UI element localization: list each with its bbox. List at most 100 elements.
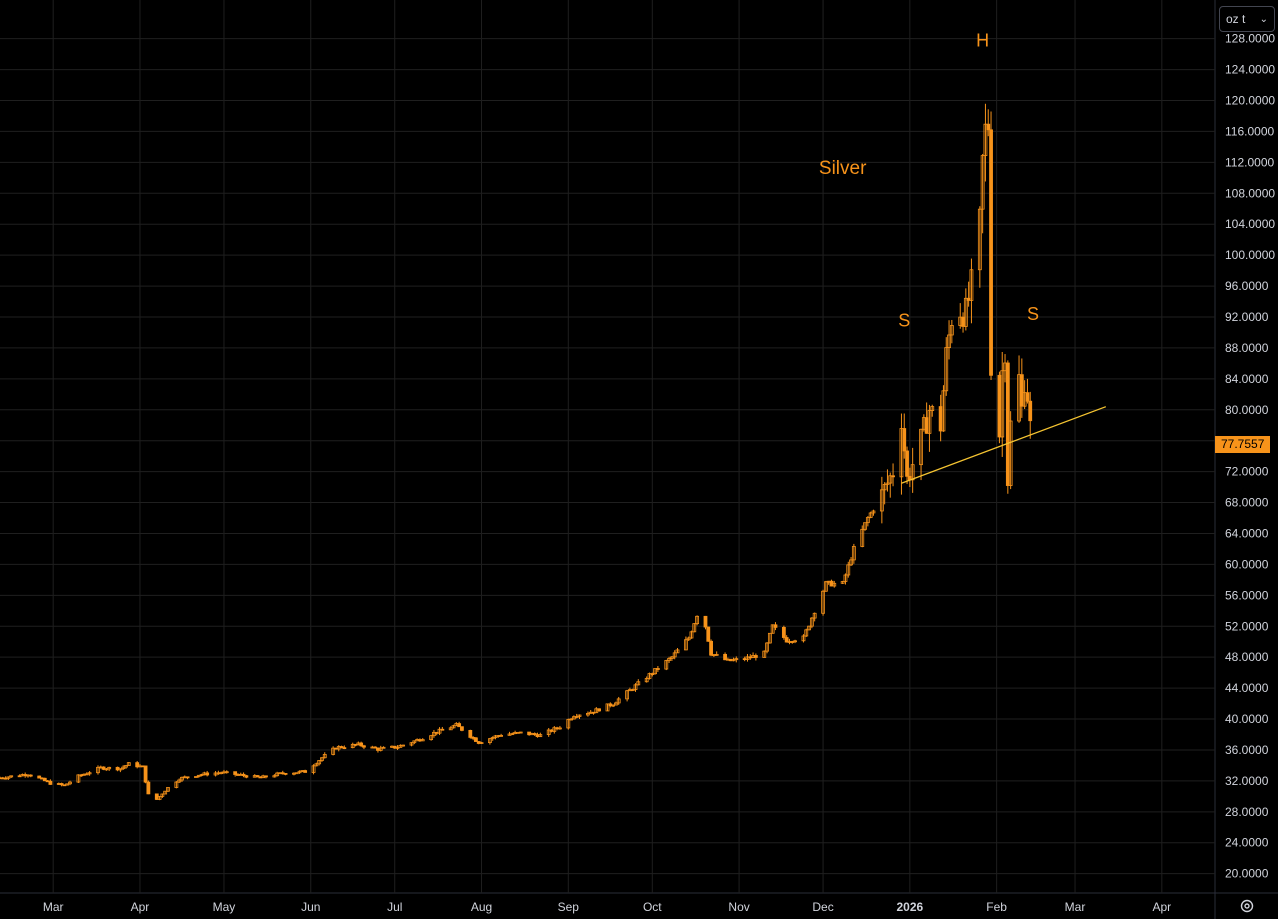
candle — [731, 657, 736, 662]
candle — [479, 741, 484, 745]
candles — [0, 103, 1033, 801]
price-axis[interactable]: 20.0000 24.0000 28.0000 32.0000 36.0000 40.00… — [1225, 32, 1275, 881]
price-tick-label: 32.0000 — [1225, 774, 1269, 788]
candle — [784, 635, 789, 643]
candle — [460, 726, 464, 732]
candle — [723, 652, 727, 661]
candle — [194, 776, 198, 778]
candle-body — [552, 727, 557, 732]
price-tick-label: 24.0000 — [1225, 836, 1269, 850]
time-tick-label: Apr — [131, 900, 150, 914]
candle-body — [846, 564, 851, 576]
candle — [577, 714, 582, 719]
candle — [762, 650, 767, 658]
price-tick-label: 100.0000 — [1225, 248, 1275, 262]
annotation-label: H — [976, 30, 989, 50]
candle — [474, 737, 478, 742]
candle — [199, 773, 204, 777]
candle — [605, 703, 610, 712]
candle-body — [832, 582, 837, 587]
candle-body — [586, 712, 590, 716]
price-tick-label: 52.0000 — [1225, 619, 1269, 633]
gear-icon[interactable] — [1238, 897, 1256, 915]
price-tick-label: 64.0000 — [1225, 526, 1269, 540]
candle-body — [457, 723, 462, 728]
candle-body — [767, 632, 772, 644]
candle-body — [891, 475, 895, 478]
candle-body — [166, 787, 170, 792]
candle — [902, 413, 907, 459]
candle — [1028, 391, 1033, 439]
time-tick-label: Jun — [301, 900, 320, 914]
price-tick-label: 56.0000 — [1225, 588, 1269, 602]
candle — [6, 776, 11, 780]
time-axis[interactable]: Mar Apr May Jun Jul Aug Sep Oct Nov Dec 2026 Feb Mar… — [43, 900, 1171, 914]
candle-body — [625, 690, 629, 700]
candle — [633, 683, 638, 692]
candle — [48, 779, 53, 785]
candle-body — [432, 731, 436, 737]
candle-body — [157, 795, 162, 800]
candle — [863, 522, 867, 531]
candle-body — [440, 728, 445, 731]
candle — [843, 573, 848, 585]
candle — [669, 655, 674, 662]
candle-body — [224, 771, 229, 774]
candle-body — [734, 658, 739, 661]
price-tick-label: 116.0000 — [1225, 124, 1274, 138]
candle — [124, 765, 128, 769]
candle-body — [888, 475, 893, 484]
price-tick-label: 68.0000 — [1225, 496, 1269, 510]
candle-body — [781, 626, 786, 638]
time-tick-label: Dec — [812, 900, 833, 914]
candle-body — [1028, 400, 1033, 422]
candle — [157, 795, 162, 801]
candle-body — [104, 768, 109, 771]
candle — [317, 759, 322, 766]
candle — [703, 615, 708, 630]
candle-body — [689, 631, 694, 639]
time-tick-label: Oct — [643, 900, 662, 914]
candle-body — [118, 768, 123, 771]
candle-body — [331, 747, 336, 755]
candle-body — [1000, 370, 1005, 438]
candle — [930, 404, 935, 417]
candle-body — [6, 776, 11, 779]
candle — [532, 732, 537, 736]
pattern-annotations: Silver S H S — [819, 30, 1039, 330]
candle — [919, 428, 923, 481]
candle — [851, 543, 856, 564]
candle — [692, 623, 697, 633]
candle-body — [823, 581, 828, 592]
candle-body — [107, 766, 112, 770]
candle — [882, 482, 887, 505]
candle-body — [126, 762, 131, 766]
candle-body — [395, 746, 400, 749]
candle — [350, 742, 355, 749]
candle-body — [96, 766, 100, 774]
time-tick-label: Apr — [1152, 900, 1171, 914]
time-tick-label: Jul — [387, 900, 402, 914]
candle — [983, 103, 988, 182]
candle-body — [977, 208, 982, 271]
candle-body — [339, 746, 344, 749]
candle-body — [412, 740, 417, 744]
candle-body — [342, 747, 347, 750]
candle-body — [989, 129, 993, 376]
unit-dropdown[interactable]: oz t ⌄ — [1219, 6, 1275, 32]
candle — [101, 766, 106, 771]
candle — [499, 733, 504, 737]
candle — [488, 737, 492, 745]
time-tick-label: Sep — [558, 900, 580, 914]
candle-body — [944, 347, 949, 392]
candle — [809, 617, 814, 629]
candle-body — [793, 640, 797, 643]
candle-body — [429, 735, 434, 741]
candle — [107, 766, 112, 771]
candle — [899, 413, 904, 495]
neckline-trendline[interactable] — [901, 406, 1107, 484]
candle-body — [320, 757, 324, 761]
candle — [949, 319, 954, 344]
